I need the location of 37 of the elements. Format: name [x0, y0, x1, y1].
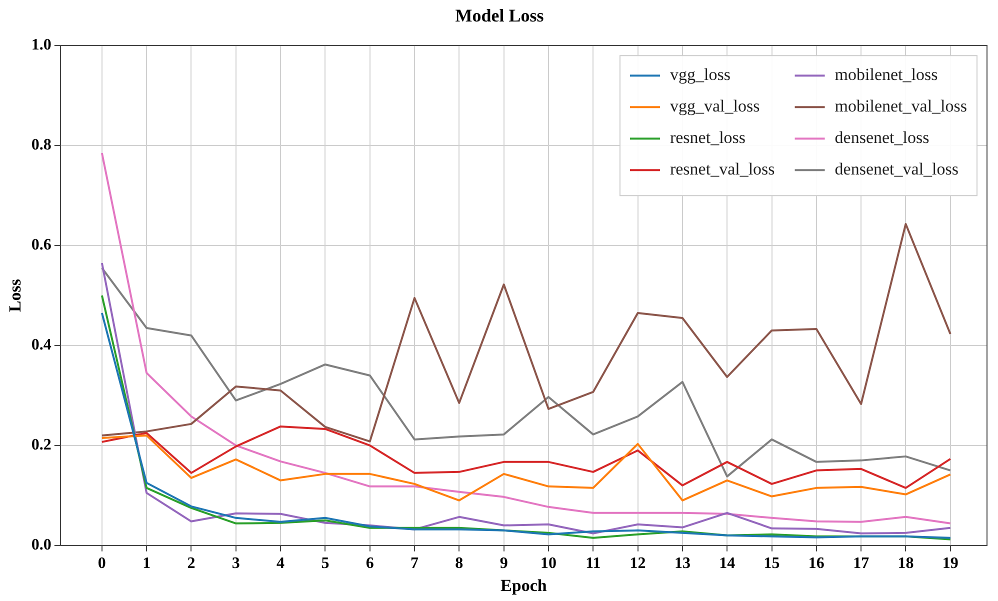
x-tick-label: 2	[187, 555, 196, 572]
x-tick-label: 9	[500, 555, 508, 572]
legend-label: vgg_loss	[670, 65, 730, 84]
y-tick-label: 0.6	[31, 236, 52, 254]
legend-label: resnet_loss	[670, 128, 746, 148]
y-tick-label: 0.4	[31, 336, 52, 354]
legend-label: vgg_val_loss	[670, 96, 760, 116]
x-tick-label: 7	[410, 555, 419, 572]
legend-label: mobilenet_loss	[834, 65, 938, 84]
x-tick-label: 1	[142, 555, 151, 572]
x-tick-label: 3	[232, 555, 240, 572]
y-tick-label: 1.0	[31, 36, 52, 54]
x-tick-label: 13	[674, 555, 690, 572]
x-axis-title: Epoch	[500, 576, 548, 596]
x-tick-label: 15	[764, 555, 780, 572]
x-tick-label: 0	[98, 555, 106, 572]
x-tick-label: 17	[853, 555, 870, 572]
y-axis-title: Loss	[6, 278, 25, 312]
y-tick-label: 0.0	[31, 536, 52, 554]
x-tick-label: 5	[321, 555, 330, 572]
chart-title: Model Loss	[455, 5, 544, 26]
x-tick-label: 4	[276, 555, 285, 572]
legend-label: mobilenet_val_loss	[834, 96, 968, 116]
legend-label: resnet_val_loss	[670, 160, 775, 179]
y-tick-label: 0.8	[31, 136, 52, 154]
x-tick-label: 12	[630, 555, 646, 572]
x-tick-label: 19	[942, 555, 958, 572]
x-tick-label: 14	[719, 555, 736, 572]
y-tick-label: 0.2	[31, 436, 52, 454]
x-tick-label: 10	[540, 555, 556, 572]
x-tick-label: 8	[455, 555, 464, 572]
x-tick-label: 16	[808, 555, 824, 572]
x-tick-label: 18	[898, 555, 914, 572]
x-tick-label: 6	[366, 555, 374, 572]
legend-label: densenet_loss	[834, 128, 930, 148]
legend-label: densenet_val_loss	[834, 160, 958, 179]
x-tick-label: 11	[586, 555, 601, 572]
